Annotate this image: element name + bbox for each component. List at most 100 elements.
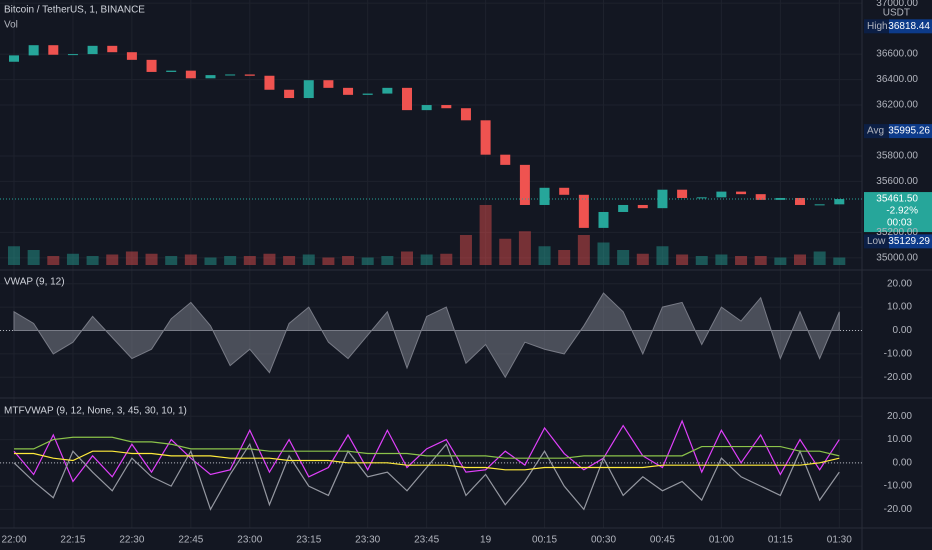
volume-bar: [440, 253, 453, 265]
candle-body: [795, 197, 805, 205]
x-tick-label: 00:45: [650, 535, 675, 546]
candle-body: [480, 120, 491, 155]
countdown: 00:03: [887, 218, 912, 229]
volume-bar: [125, 251, 138, 265]
candle-body: [166, 70, 177, 72]
indicator-line: [14, 450, 840, 471]
x-tick-label: 22:30: [119, 535, 144, 546]
candle-body: [677, 189, 688, 198]
y-tick-label: 36400.00: [876, 74, 918, 85]
price-tag-label-box: [864, 124, 889, 139]
volume-bar: [106, 254, 119, 265]
volume-bar: [86, 256, 99, 265]
x-tick-label: 23:45: [414, 535, 439, 546]
volume-bar: [204, 257, 217, 265]
volume-bar: [518, 231, 531, 265]
candle-body: [500, 154, 511, 165]
candle-body: [362, 93, 373, 95]
x-tick-label: 00:30: [591, 535, 616, 546]
volume-bar: [597, 242, 610, 265]
indicator-line: [13, 442, 840, 511]
price-tag-name: High: [867, 21, 888, 32]
marks: [0, 19, 932, 511]
x-tick-label: 00:15: [532, 535, 557, 546]
candle-body: [87, 45, 98, 55]
candle-body: [303, 80, 314, 99]
y-tick-label: 35000.00: [876, 252, 918, 263]
candle-body: [696, 197, 707, 199]
y-tick-label: 10.00: [887, 302, 912, 313]
volume-bar: [8, 246, 20, 265]
price-tag-value: 36818.44: [888, 21, 930, 32]
volume-label: Vol: [4, 20, 18, 31]
panel-title: VWAP (9, 12): [4, 277, 65, 288]
candle-body: [28, 45, 39, 56]
indicator-line: [14, 436, 840, 459]
y-tick-label: 36200.00: [876, 100, 918, 111]
volume-bar: [420, 254, 433, 265]
y-tick-label: 20.00: [887, 278, 912, 289]
candle-body: [755, 194, 766, 200]
volume-bar: [165, 256, 178, 265]
volume-bar: [577, 235, 590, 265]
last-price: 35461.50: [876, 194, 918, 205]
volume-bar: [754, 256, 767, 265]
price-tag-name: Avg: [867, 126, 884, 137]
volume-bar: [833, 257, 846, 265]
x-tick-label: 01:30: [827, 535, 852, 546]
volume-bar: [361, 257, 374, 265]
y-tick-label: 10.00: [887, 434, 912, 445]
y-tick-label: -10.00: [884, 481, 913, 492]
volume-bar: [243, 256, 256, 265]
x-tick-label: 01:15: [768, 535, 793, 546]
last-price-tag: [864, 192, 932, 233]
x-tick-label: 22:15: [60, 535, 85, 546]
candle-body: [460, 108, 471, 121]
x-tick-label: 22:00: [1, 535, 26, 546]
y-tick-label: 0.00: [893, 457, 913, 468]
x-tick-label: 23:30: [355, 535, 380, 546]
volume-bar: [145, 253, 158, 265]
volume-bar: [184, 254, 197, 265]
x-tick-label: 22:45: [178, 535, 203, 546]
y-tick-label: -20.00: [884, 504, 913, 515]
candle-body: [539, 187, 550, 205]
y-tick-label: 37000.00: [876, 0, 918, 9]
candle-body: [323, 80, 334, 88]
candle-body: [382, 87, 393, 94]
candle-body: [126, 52, 137, 60]
indicator-line: [13, 419, 840, 483]
panel-title: MTFVWAP (9, 12, None, 3, 45, 30, 10, 1): [4, 406, 187, 417]
volume-bar: [794, 254, 806, 265]
candle-body: [185, 70, 196, 79]
volume-bar: [656, 246, 669, 265]
y-tick-label: -20.00: [884, 372, 913, 383]
volume-bar: [558, 250, 571, 265]
price-tag-value: 35995.26: [888, 126, 930, 137]
volume-bar: [66, 253, 79, 265]
x-tick-label: 23:15: [296, 535, 321, 546]
candle-body: [716, 191, 727, 198]
volume-bar: [322, 257, 335, 265]
candle-body: [598, 211, 609, 228]
y-tick-label: 35800.00: [876, 151, 918, 162]
price-tag-label-box: [864, 19, 889, 34]
x-tick-label: 01:00: [709, 535, 734, 546]
x-tick-label: 23:00: [237, 535, 262, 546]
candle-body: [559, 187, 570, 195]
y-tick-label: 35600.00: [876, 176, 918, 187]
candle-body: [9, 55, 19, 62]
candle-body: [637, 204, 648, 209]
volume-bar: [47, 256, 60, 265]
oscillator-area: [13, 292, 840, 379]
candle-body: [264, 75, 275, 90]
candle-body: [244, 74, 255, 76]
chart-title: Bitcoin / TetherUS, 1, BINANCE: [4, 5, 145, 16]
volume-bar: [695, 256, 708, 265]
candle-body: [284, 89, 295, 99]
volume-bar: [774, 257, 787, 265]
price-tag: [889, 19, 932, 34]
x-tick-label: 19: [480, 535, 492, 546]
